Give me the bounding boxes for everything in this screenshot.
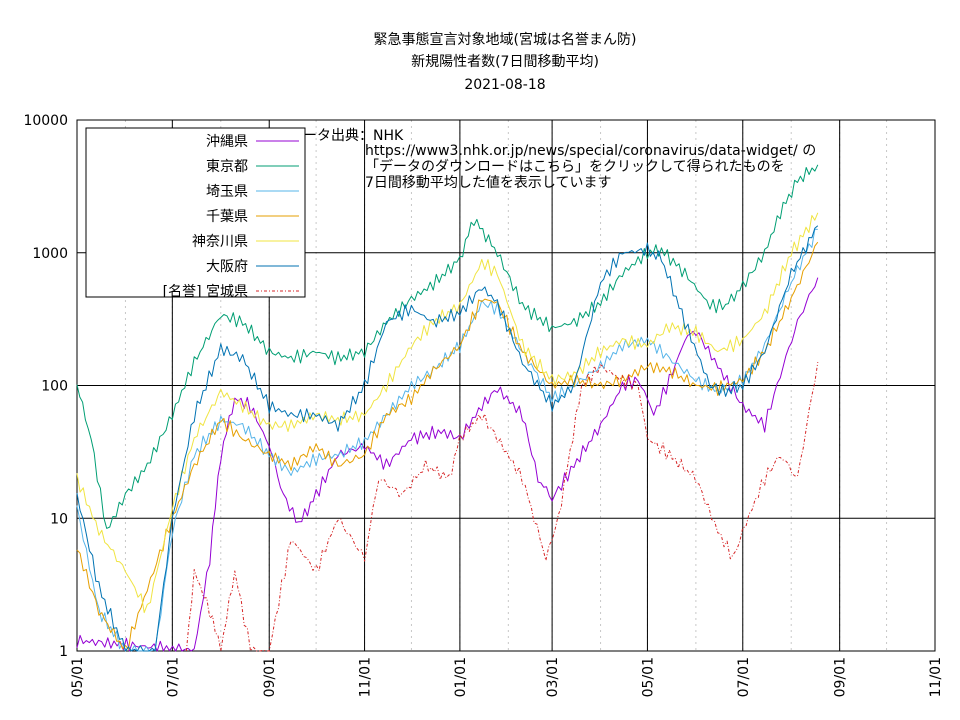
series-line-3 bbox=[76, 241, 819, 650]
y-tick-label: 10 bbox=[50, 511, 68, 527]
series-line-4 bbox=[76, 212, 819, 614]
series-line-2 bbox=[76, 228, 818, 652]
x-tick-label: 09/01 bbox=[833, 657, 849, 697]
series-line-6 bbox=[185, 362, 819, 652]
y-tick-label: 10000 bbox=[23, 113, 68, 129]
title-line-2: 新規陽性者数(7日間移動平均) bbox=[411, 54, 599, 70]
y-tick-label: 1000 bbox=[32, 246, 68, 262]
annotation-line-4: 7日間移動平均した値を表示しています bbox=[365, 175, 612, 191]
chart-title: 緊急事態宣言対象地域(宮城は名誉まん防) 新規陽性者数(7日間移動平均) 202… bbox=[374, 32, 637, 93]
series-line-5 bbox=[76, 225, 819, 652]
annotation-line-1: データ出典：NHK bbox=[289, 127, 404, 144]
legend-label: 大阪府 bbox=[206, 259, 248, 275]
series-lines bbox=[76, 164, 819, 652]
annotation-line-3: 「データのダウンロードはこちら」をクリックして得られたものを bbox=[365, 158, 785, 175]
x-axis: 05/01 07/01 09/01 11/01 01/01 03/01 05/01 07/01… bbox=[70, 657, 944, 697]
legend-label: 沖縄県 bbox=[206, 134, 248, 150]
y-tick-label: 100 bbox=[41, 379, 68, 395]
y-axis: 1 10 100 1000 10000 bbox=[23, 113, 68, 660]
title-line-1: 緊急事態宣言対象地域(宮城は名誉まん防) bbox=[374, 32, 637, 48]
x-tick-label: 01/01 bbox=[453, 657, 469, 697]
x-tick-label: 03/01 bbox=[545, 657, 561, 697]
y-tick-label: 1 bbox=[59, 644, 68, 660]
x-tick-label: 07/01 bbox=[165, 657, 181, 697]
x-tick-label: 11/01 bbox=[358, 657, 374, 697]
legend-label: 神奈川県 bbox=[192, 234, 248, 250]
title-line-3: 2021-08-18 bbox=[464, 77, 545, 93]
legend-label: 埼玉県 bbox=[206, 184, 248, 200]
series-line-0 bbox=[76, 277, 819, 652]
x-tick-label: 05/01 bbox=[70, 657, 86, 697]
legend-label: [名誉] 宮城県 bbox=[163, 284, 248, 300]
x-tick-label: 05/01 bbox=[640, 657, 656, 697]
legend-label: 千葉県 bbox=[206, 209, 248, 225]
legend-label: 東京都 bbox=[206, 159, 248, 175]
annotation-line-2: https://www3.nhk.or.jp/news/special/coro… bbox=[365, 143, 816, 159]
x-tick-label: 09/01 bbox=[262, 657, 278, 697]
series-line-1 bbox=[76, 164, 819, 529]
x-tick-label: 07/01 bbox=[736, 657, 752, 697]
data-source-annotation: データ出典：NHK https://www3.nhk.or.jp/news/sp… bbox=[289, 127, 816, 191]
x-tick-label: 11/01 bbox=[928, 657, 944, 697]
legend-box bbox=[85, 127, 306, 298]
